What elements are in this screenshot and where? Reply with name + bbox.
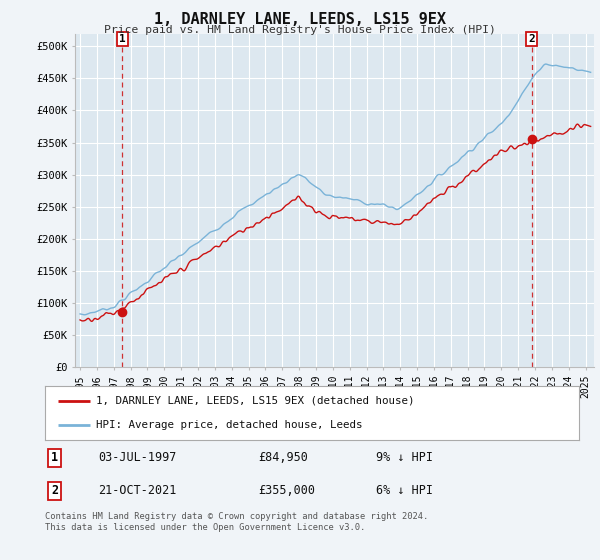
Text: £355,000: £355,000 bbox=[259, 484, 316, 497]
Text: Price paid vs. HM Land Registry's House Price Index (HPI): Price paid vs. HM Land Registry's House … bbox=[104, 25, 496, 35]
Text: 1, DARNLEY LANE, LEEDS, LS15 9EX (detached house): 1, DARNLEY LANE, LEEDS, LS15 9EX (detach… bbox=[96, 396, 414, 406]
Text: 2: 2 bbox=[51, 484, 58, 497]
Text: 1: 1 bbox=[51, 451, 58, 464]
Text: 21-OCT-2021: 21-OCT-2021 bbox=[98, 484, 177, 497]
Text: 1: 1 bbox=[119, 34, 126, 44]
Text: HPI: Average price, detached house, Leeds: HPI: Average price, detached house, Leed… bbox=[96, 420, 362, 430]
Text: 6% ↓ HPI: 6% ↓ HPI bbox=[376, 484, 433, 497]
Text: 03-JUL-1997: 03-JUL-1997 bbox=[98, 451, 177, 464]
Text: £84,950: £84,950 bbox=[259, 451, 308, 464]
Text: 9% ↓ HPI: 9% ↓ HPI bbox=[376, 451, 433, 464]
Text: 2: 2 bbox=[529, 34, 535, 44]
Text: 1, DARNLEY LANE, LEEDS, LS15 9EX: 1, DARNLEY LANE, LEEDS, LS15 9EX bbox=[154, 12, 446, 27]
Text: Contains HM Land Registry data © Crown copyright and database right 2024.
This d: Contains HM Land Registry data © Crown c… bbox=[45, 512, 428, 532]
